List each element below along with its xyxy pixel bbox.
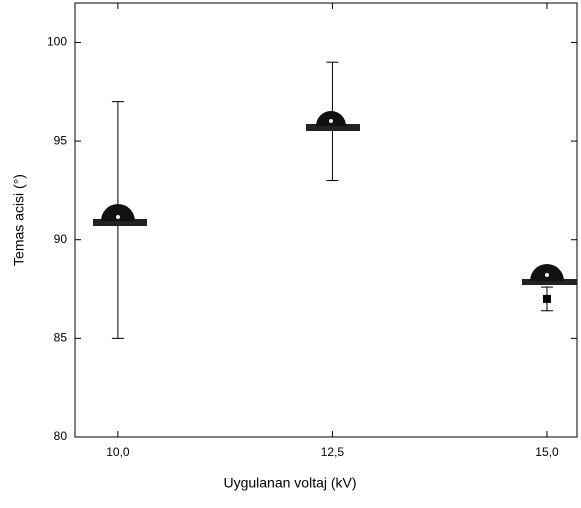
y-axis-label: Temas acisi (°) [11,174,27,266]
droplet-dome [101,204,135,221]
droplet-images [93,111,577,285]
point [542,294,551,303]
marks [111,61,553,339]
droplet-highlight [545,273,549,277]
droplet-dome [530,264,564,281]
y-tick-label: 95 [54,133,68,147]
droplet-highlight [116,215,120,219]
droplet-dome [316,111,346,126]
droplet-plate [93,219,147,226]
x-axis-label: Uygulanan voltaj (kV) [223,475,356,491]
y-tick-label: 100 [47,35,67,49]
x-tick-label: 12,5 [321,445,345,459]
droplet-highlight [329,119,333,123]
droplet [522,264,577,285]
droplet-plate [522,279,577,285]
x-tick-label: 15,0 [535,445,559,459]
y-tick-label: 80 [54,429,68,443]
droplet [306,111,360,131]
droplet [93,204,147,226]
y-tick-label: 90 [54,232,68,246]
plot-frame [74,2,578,438]
x-tick-label: 10,0 [106,445,130,459]
y-tick-label: 85 [54,331,68,345]
droplet-plate [306,124,360,131]
